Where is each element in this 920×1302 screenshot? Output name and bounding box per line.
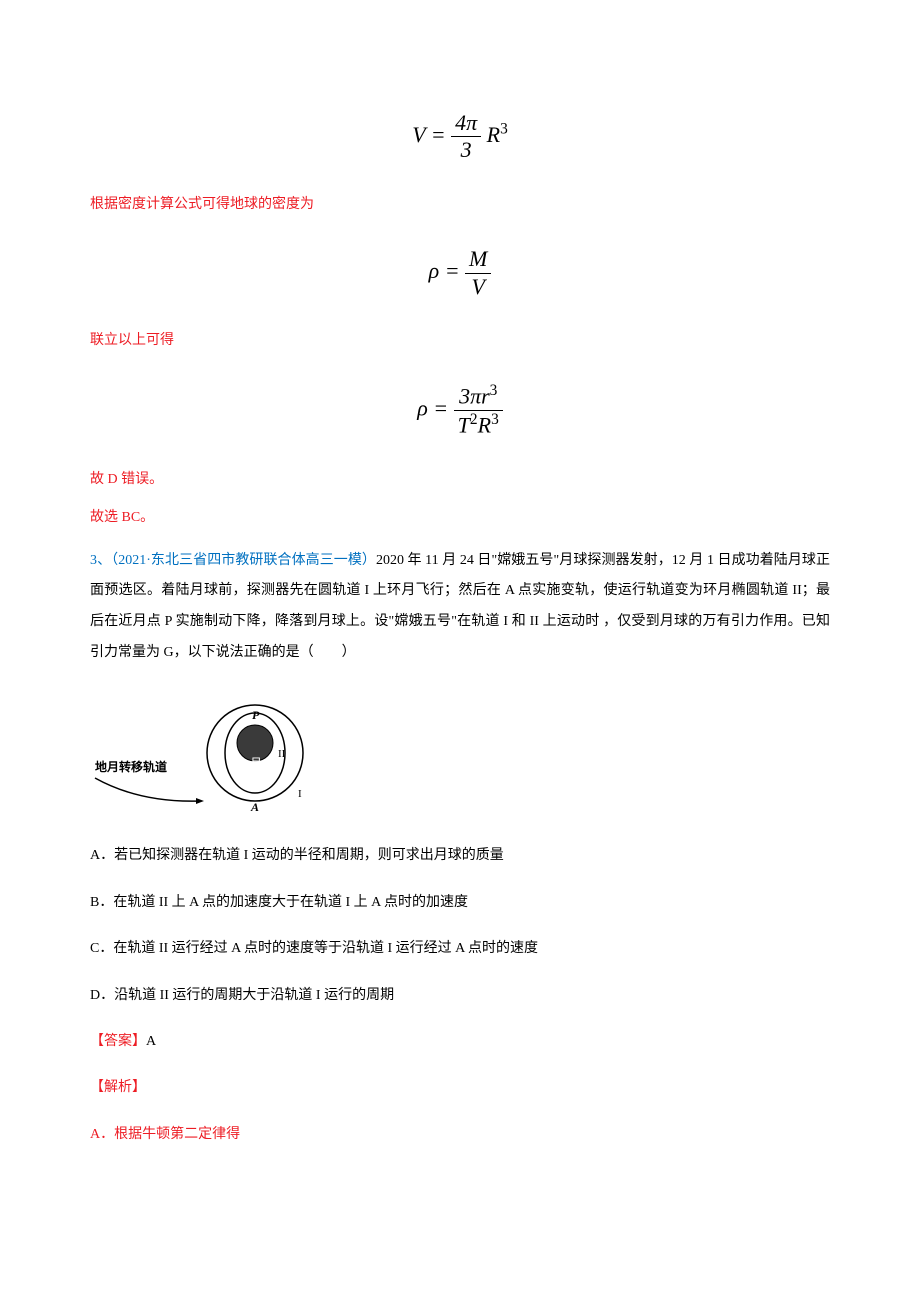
explanation-label: 【解析】 bbox=[90, 1077, 830, 1099]
formula-volume: V = 4π 3 R3 bbox=[90, 110, 830, 164]
denominator: T2R3 bbox=[454, 411, 503, 439]
formula-lhs: ρ bbox=[429, 258, 440, 283]
answer-label: 【答案】 bbox=[90, 1034, 146, 1049]
question-source: （2021·东北三省四市教研联合体高三一模） bbox=[111, 553, 376, 568]
transfer-orbit-path bbox=[95, 778, 200, 801]
explanation-line-4: 故选 BC。 bbox=[90, 507, 830, 529]
formula-lhs: ρ bbox=[417, 396, 428, 421]
point-A-label: A bbox=[250, 800, 259, 813]
transfer-orbit-label: 地月转移轨道 bbox=[95, 759, 167, 774]
fraction: M V bbox=[465, 246, 491, 300]
explanation-line-2: 联立以上可得 bbox=[90, 330, 830, 352]
question-number: 3、 bbox=[90, 553, 111, 568]
formula-combined: ρ = 3πr3 T2R3 bbox=[90, 382, 830, 438]
numerator: 4π bbox=[451, 110, 481, 137]
arrow-head bbox=[196, 798, 204, 804]
formula-rhs: R3 bbox=[487, 122, 508, 147]
explanation-A: A．根据牛顿第二定律得 bbox=[90, 1124, 830, 1146]
orbit-svg: 地月转移轨道 P 月 II A I bbox=[90, 693, 350, 813]
equals: = bbox=[431, 122, 451, 147]
question-body: 3、（2021·东北三省四市教研联合体高三一模）2020 年 11 月 24 日… bbox=[90, 546, 830, 669]
denominator: V bbox=[465, 274, 491, 300]
orbit-II-label: II bbox=[278, 748, 286, 760]
option-C: C．在轨道 II 运行经过 A 点时的速度等于沿轨道 I 运行经过 A 点时的速… bbox=[90, 938, 830, 960]
option-D: D．沿轨道 II 运行的周期大于沿轨道 I 运行的周期 bbox=[90, 985, 830, 1007]
fraction: 4π 3 bbox=[451, 110, 481, 164]
equals: = bbox=[445, 258, 465, 283]
explanation-line-3: 故 D 错误。 bbox=[90, 469, 830, 491]
formula-density: ρ = M V bbox=[90, 246, 830, 300]
fraction: 3πr3 T2R3 bbox=[454, 382, 503, 438]
explanation-line-1: 根据密度计算公式可得地球的密度为 bbox=[90, 194, 830, 216]
option-A: A．若已知探测器在轨道 I 运动的半径和周期，则可求出月球的质量 bbox=[90, 845, 830, 867]
moon-label: 月 bbox=[250, 756, 262, 770]
formula-lhs: V bbox=[412, 122, 425, 147]
equals: = bbox=[433, 396, 453, 421]
orbit-diagram: 地月转移轨道 P 月 II A I bbox=[90, 693, 830, 822]
numerator: M bbox=[465, 246, 491, 273]
numerator: 3πr3 bbox=[454, 382, 503, 411]
denominator: 3 bbox=[451, 137, 481, 163]
orbit-I-label: I bbox=[298, 788, 302, 800]
option-B: B．在轨道 II 上 A 点的加速度大于在轨道 I 上 A 点时的加速度 bbox=[90, 892, 830, 914]
point-P-label: P bbox=[252, 708, 260, 722]
question-text: 2020 年 11 月 24 日"嫦娥五号"月球探测器发射，12 月 1 日成功… bbox=[90, 553, 830, 660]
answer-value: A bbox=[146, 1034, 156, 1049]
answer-block: 【答案】A bbox=[90, 1031, 830, 1053]
